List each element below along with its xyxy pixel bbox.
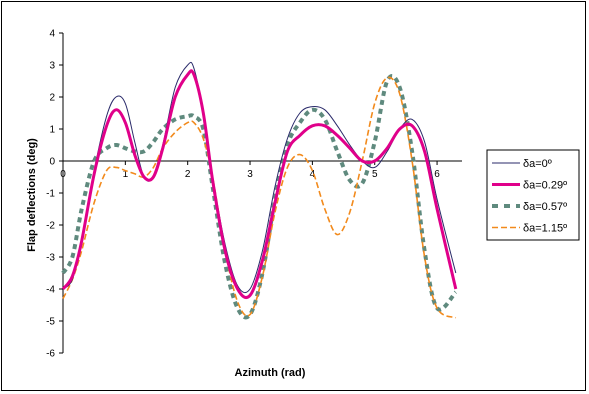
y-tick-label: 0 [49,157,55,168]
legend-label: δa=0.29º [523,180,567,192]
legend-box [486,149,580,241]
series-line-2 [61,74,458,320]
x-tick-label: 4 [310,169,316,180]
legend-label: δa=0.57º [523,201,567,213]
y-axis-title: Flap deflections (deg) [26,138,38,252]
y-tick-label: -6 [46,349,55,360]
y-tick-label: 4 [49,29,55,40]
y-tick-label: -5 [46,317,55,328]
y-tick-label: 3 [49,61,55,72]
x-tick-label: 5 [372,169,378,180]
plot-series [61,61,458,320]
legend-label: δa=1.15º [523,223,567,235]
y-tick-label: -4 [46,285,55,296]
y-tick-label: -1 [46,189,55,200]
y-tick-label: -2 [46,221,55,232]
y-tick-label: 2 [49,93,55,104]
x-tick-label: 0 [60,169,66,180]
series-line-1 [61,69,458,299]
series-line-3 [62,76,457,319]
x-tick-label: 2 [185,169,191,180]
axes: 4 3 2 1 0 -1 -2 -3 -4 -5 -6 0 1 2 3 4 5 6 [46,29,462,360]
legend: δa=0º δa=0.29º δa=0.57º δa=1.15º [486,149,580,241]
x-tick-label: 6 [434,169,440,180]
y-tick-label: 1 [49,125,55,136]
x-tick-label: 3 [247,169,253,180]
x-tick-label: 1 [123,169,129,180]
y-tick-label: -3 [46,253,55,264]
legend-label: δa=0º [523,158,552,170]
x-axis-title: Azimuth (rad) [235,367,306,379]
